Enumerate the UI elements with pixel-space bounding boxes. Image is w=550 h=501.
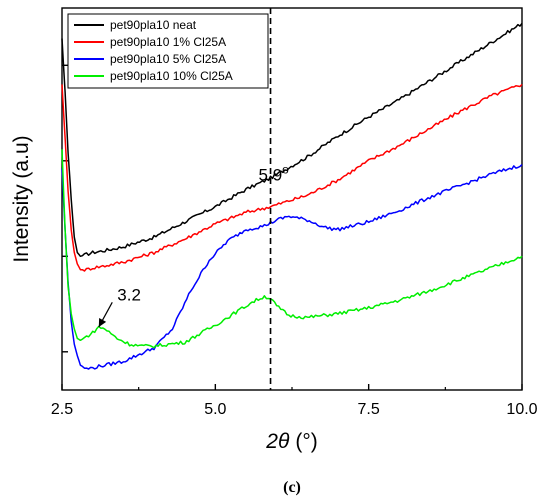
annotation-3-2-label: 3.2 — [117, 285, 141, 304]
x-axis-symbol: 2θ — [265, 430, 290, 453]
figure-caption: (c) — [283, 479, 301, 496]
annotation-3-2-arrowhead — [98, 318, 107, 327]
series-line-0 — [61, 22, 523, 258]
legend-label-1: pet90pla10 1% Cl25A — [110, 35, 226, 49]
annotations: 5.9o 3.2 — [98, 8, 290, 390]
series-line-2 — [61, 164, 523, 370]
x-tick-label-3: 10.0 — [506, 401, 537, 418]
series-line-1 — [61, 83, 523, 272]
series-line-3 — [61, 149, 523, 349]
legend-label-2: pet90pla10 5% Cl25A — [110, 52, 226, 66]
legend-label-0: pet90pla10 neat — [110, 18, 197, 32]
axis-ticks — [61, 64, 523, 390]
annotation-5-9-label: 5.9o — [259, 162, 290, 184]
x-axis-label: 2θ (°) — [265, 430, 317, 453]
series-lines — [61, 22, 523, 370]
legend: pet90pla10 neat pet90pla10 1% Cl25A pet90p… — [67, 13, 269, 89]
x-tick-label-0: 2.5 — [51, 401, 73, 418]
x-tick-label-1: 5.0 — [204, 401, 226, 418]
y-axis-label: Intensity (a.u) — [10, 135, 33, 262]
annotation-5-9-text: 5.9 — [259, 165, 283, 184]
x-axis-unit: (°) — [295, 430, 317, 453]
legend-label-3: pet90pla10 10% Cl25A — [110, 69, 233, 83]
annotation-5-9-degree: o — [282, 162, 289, 176]
x-tick-label-2: 7.5 — [358, 401, 380, 418]
x-tick-labels: 2.5 5.0 7.5 10.0 — [51, 401, 538, 418]
